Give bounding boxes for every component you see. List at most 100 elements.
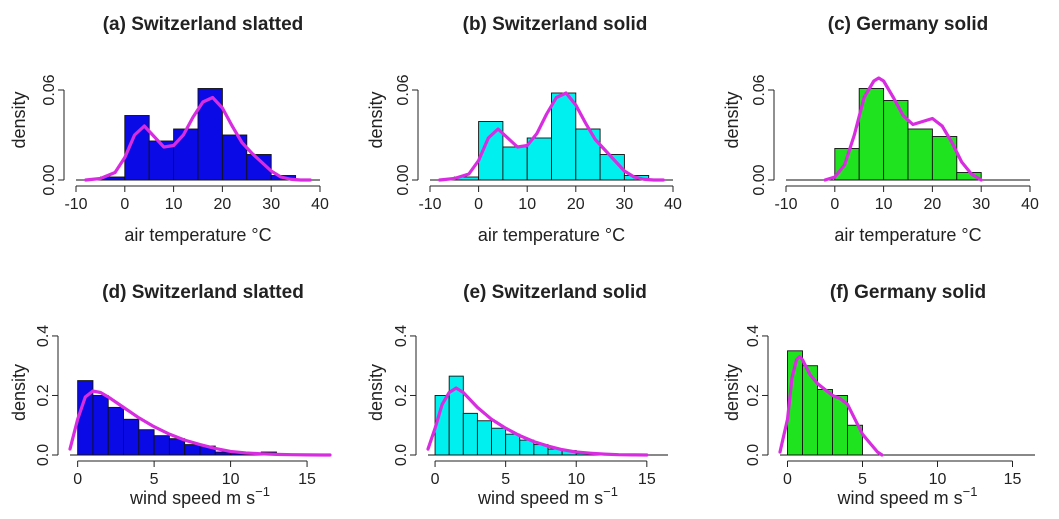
panel-4: (d) Switzerland slatted 0 5 10 15 0.0 0.2 0.4 de… (9, 282, 332, 508)
histogram-bar (173, 128, 199, 181)
x-axis-label: wind speed m s−1 (837, 484, 978, 508)
x-axis-label-text: air temperature °C (124, 225, 271, 245)
x-tick-label: 40 (1021, 196, 1039, 213)
y-tick-label: 0.4 (35, 325, 52, 347)
x-axis-label: air temperature °C (834, 225, 981, 245)
x-tick-label: 0 (120, 196, 129, 213)
histogram-bar (92, 395, 109, 456)
x-tick-label: 30 (972, 196, 990, 213)
x-tick-label: 0 (783, 471, 792, 488)
y-axis-label: density (366, 91, 386, 148)
y-tick-label: 0.06 (751, 74, 768, 105)
x-tick-label: 5 (858, 471, 867, 488)
x-axis-label-text: air temperature °C (478, 225, 625, 245)
y-axis-label: density (9, 91, 29, 148)
y-tick-label: 0.4 (393, 325, 410, 347)
x-tick-label: 5 (150, 471, 159, 488)
x-tick-label: 20 (214, 196, 232, 213)
histogram-bar (168, 438, 186, 456)
panel-3: (c) Germany solid -10 0 10 20 30 40 0.00 0.06 den… (722, 14, 1039, 245)
histogram-bar (551, 92, 577, 181)
y-tick-label: 0.00 (395, 164, 412, 195)
x-tick-label: 5 (501, 471, 510, 488)
x-tick-label: -10 (418, 196, 441, 213)
panel-title: (a) Switzerland slatted (103, 14, 304, 35)
y-tick-label: 0.00 (41, 164, 58, 195)
histogram-bar (491, 427, 507, 456)
y-axis-label: density (9, 364, 29, 421)
density-curve (84, 95, 312, 182)
y-tick-label: 0.0 (745, 444, 762, 466)
histogram-bar (462, 412, 478, 456)
histogram-bar (476, 420, 492, 456)
x-tick-label: -10 (774, 196, 797, 213)
x-tick-label: 10 (567, 471, 585, 488)
y-tick-label: 0.06 (395, 74, 412, 105)
x-tick-label: 15 (298, 471, 316, 488)
histogram-bar (575, 128, 601, 181)
x-tick-label: 0 (431, 471, 440, 488)
panel-1: (a) Switzerland slatted -10 0 10 20 30 40 0.00 0… (9, 14, 329, 245)
x-tick-label: 0 (830, 196, 839, 213)
panel-title: (f) Germany solid (830, 282, 986, 303)
panel-2: (b) Switzerland solid -10 0 10 20 30 40 0.00 0.0… (366, 14, 682, 245)
x-axis-label: air temperature °C (478, 225, 625, 245)
y-tick-label: 0.2 (745, 384, 762, 406)
x-tick-label: 20 (567, 196, 585, 213)
x-tick-label: 10 (518, 196, 536, 213)
x-axis-label-superscript: −1 (255, 484, 270, 499)
x-axis-label-text: wind speed m s (837, 488, 963, 508)
density-curve (68, 389, 332, 457)
y-tick-label: 0.0 (35, 444, 52, 466)
histogram-bar (526, 137, 552, 181)
x-axis-label-text: wind speed m s (129, 488, 255, 508)
y-tick-label: 0.06 (41, 74, 58, 105)
x-tick-label: 20 (924, 196, 942, 213)
panel-title: (b) Switzerland solid (463, 14, 648, 35)
x-axis-label-superscript: −1 (963, 484, 978, 499)
histogram-bar (907, 128, 933, 181)
x-tick-label: 0 (73, 471, 82, 488)
x-axis-label-superscript: −1 (603, 484, 618, 499)
x-tick-label: -10 (64, 196, 87, 213)
histogram-bar (184, 444, 201, 456)
panel-title: (c) Germany solid (828, 14, 989, 35)
x-tick-label: 15 (1004, 471, 1022, 488)
histogram-bar (834, 148, 860, 181)
panel-title: (e) Switzerland solid (463, 282, 647, 303)
x-axis-label: wind speed m s−1 (129, 484, 270, 508)
x-tick-label: 10 (929, 471, 947, 488)
histogram-bar (123, 418, 140, 456)
y-tick-label: 0.00 (751, 164, 768, 195)
y-tick-label: 0.4 (745, 325, 762, 347)
y-tick-label: 0.2 (393, 384, 410, 406)
density-curve (426, 386, 649, 457)
x-tick-label: 40 (664, 196, 682, 213)
y-axis-label: density (722, 91, 742, 148)
histogram-bar (817, 389, 833, 456)
x-axis-label-text: wind speed m s (477, 488, 603, 508)
density-curve (823, 76, 983, 182)
histogram-bar (502, 146, 528, 181)
x-tick-label: 10 (165, 196, 183, 213)
histogram-bar (505, 433, 521, 456)
panel-title: (d) Switzerland slatted (102, 282, 304, 303)
histogram-bar (153, 435, 170, 456)
x-tick-label: 40 (311, 196, 329, 213)
x-tick-label: 30 (262, 196, 280, 213)
y-tick-label: 0.0 (393, 444, 410, 466)
x-tick-label: 10 (222, 471, 240, 488)
panel-5: (e) Switzerland solid 0 5 10 15 0.0 0.2 0.4 dens… (366, 282, 668, 508)
histogram-bar (138, 429, 155, 456)
x-axis-label-text: air temperature °C (834, 225, 981, 245)
x-tick-label: 10 (875, 196, 893, 213)
density-curve (438, 91, 665, 182)
y-axis-label: density (366, 364, 386, 421)
histogram-bar (107, 406, 124, 456)
x-tick-label: 0 (474, 196, 483, 213)
density-curve (778, 355, 884, 457)
x-axis-label: wind speed m s−1 (477, 484, 618, 508)
x-tick-label: 15 (638, 471, 656, 488)
